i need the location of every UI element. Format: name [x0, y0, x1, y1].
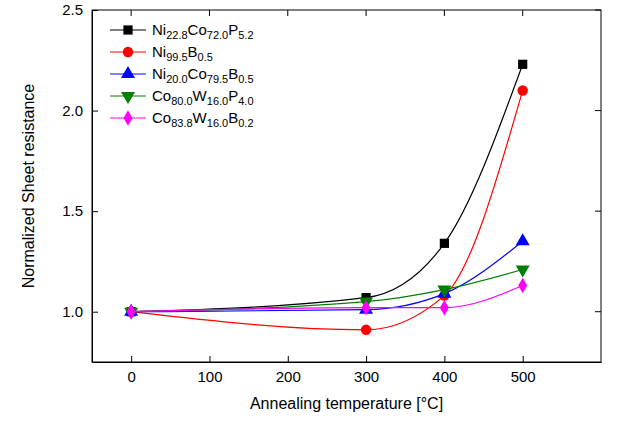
marker: [440, 300, 449, 316]
x-axis-title: Annealing temperature [°C]: [250, 395, 443, 412]
legend-marker: [121, 92, 135, 104]
marker: [361, 325, 371, 335]
series-line: [131, 90, 523, 329]
tick: 200: [276, 356, 301, 385]
legend-marker: [123, 47, 133, 57]
tick-label: 1.0: [62, 303, 83, 320]
chart: 0 100 200 300 400 500 1.0 1.5 2.0 2.5 Ni22.8Co72.0…: [0, 0, 630, 423]
legend: Ni22.8Co72.0P5.2Ni99.5B0.5Ni20.0Co79.5B0…: [110, 21, 254, 129]
tick-label: 0: [127, 368, 135, 385]
tick-mark: [209, 10, 210, 16]
tick-label: 400: [432, 368, 457, 385]
series-line: [131, 269, 523, 311]
marker: [440, 239, 449, 248]
tick-mark: [288, 356, 289, 362]
tick-mark: [366, 10, 367, 16]
y-axis-title: Normalized Sheet resistance: [20, 84, 37, 289]
plot-frame: [92, 10, 601, 362]
series-line: [131, 286, 523, 312]
tick-mark: [444, 356, 445, 362]
tick: 1.0: [62, 303, 98, 320]
legend-marker: [123, 25, 132, 34]
axis-line: [92, 11, 93, 363]
series-area: [124, 60, 530, 335]
tick-mark: [92, 111, 98, 112]
marker: [518, 60, 527, 69]
marker: [437, 286, 451, 298]
marker: [516, 265, 530, 277]
x-axis: 0 100 200 300 400 500: [93, 356, 602, 385]
marker: [362, 300, 371, 316]
tick-label: 2.0: [62, 102, 83, 119]
tick-label: 1.5: [62, 202, 83, 219]
tick-mark: [209, 356, 210, 362]
tick-mark: [523, 356, 524, 362]
tick-mark: [131, 10, 132, 16]
tick-mark: [92, 10, 98, 11]
marker: [518, 278, 527, 294]
legend-label: Co80.0W16.0P4.0: [152, 87, 254, 107]
axis-line: [93, 362, 602, 363]
tick-mark: [287, 10, 288, 16]
tick-mark: [595, 110, 601, 111]
tick: 100: [197, 356, 222, 385]
plot: 0 100 200 300 400 500 1.0 1.5 2.0 2.5 Ni22.8Co72.0…: [62, 1, 601, 384]
legend-label: Ni20.0Co79.5B0.5: [152, 65, 254, 85]
tick: 0: [127, 356, 135, 385]
marker: [516, 233, 530, 245]
tick: 1.5: [62, 202, 98, 219]
legend-marker: [121, 66, 135, 78]
marker: [127, 304, 136, 320]
y-axis: 1.0 1.5 2.0 2.5: [62, 1, 98, 362]
marker: [517, 85, 527, 95]
tick-mark: [595, 10, 601, 11]
tick-label: 300: [354, 368, 379, 385]
legend-label: Ni22.8Co72.0P5.2: [152, 21, 254, 41]
tick-mark: [92, 211, 98, 212]
tick-label: 200: [276, 368, 301, 385]
tick-label: 2.5: [62, 1, 83, 18]
tick: 400: [432, 356, 457, 385]
tick-label: 500: [511, 368, 536, 385]
tick: 2.5: [62, 1, 98, 18]
tick-mark: [131, 356, 132, 362]
tick: 500: [511, 356, 536, 385]
tick-label: 100: [197, 368, 222, 385]
series-line: [131, 64, 523, 311]
legend-label: Ni99.5B0.5: [152, 43, 213, 63]
tick-mark: [92, 312, 98, 313]
legend-label: Co83.8W16.0B0.2: [152, 109, 254, 129]
tick: 2.0: [62, 102, 98, 119]
tick-mark: [366, 356, 367, 362]
tick-mark: [522, 10, 523, 16]
tick: 300: [354, 356, 379, 385]
legend-marker: [124, 110, 133, 126]
tick-mark: [595, 311, 601, 312]
series-line: [131, 241, 523, 311]
marker: [437, 286, 451, 298]
tick-mark: [595, 211, 601, 212]
tick-mark: [444, 10, 445, 16]
